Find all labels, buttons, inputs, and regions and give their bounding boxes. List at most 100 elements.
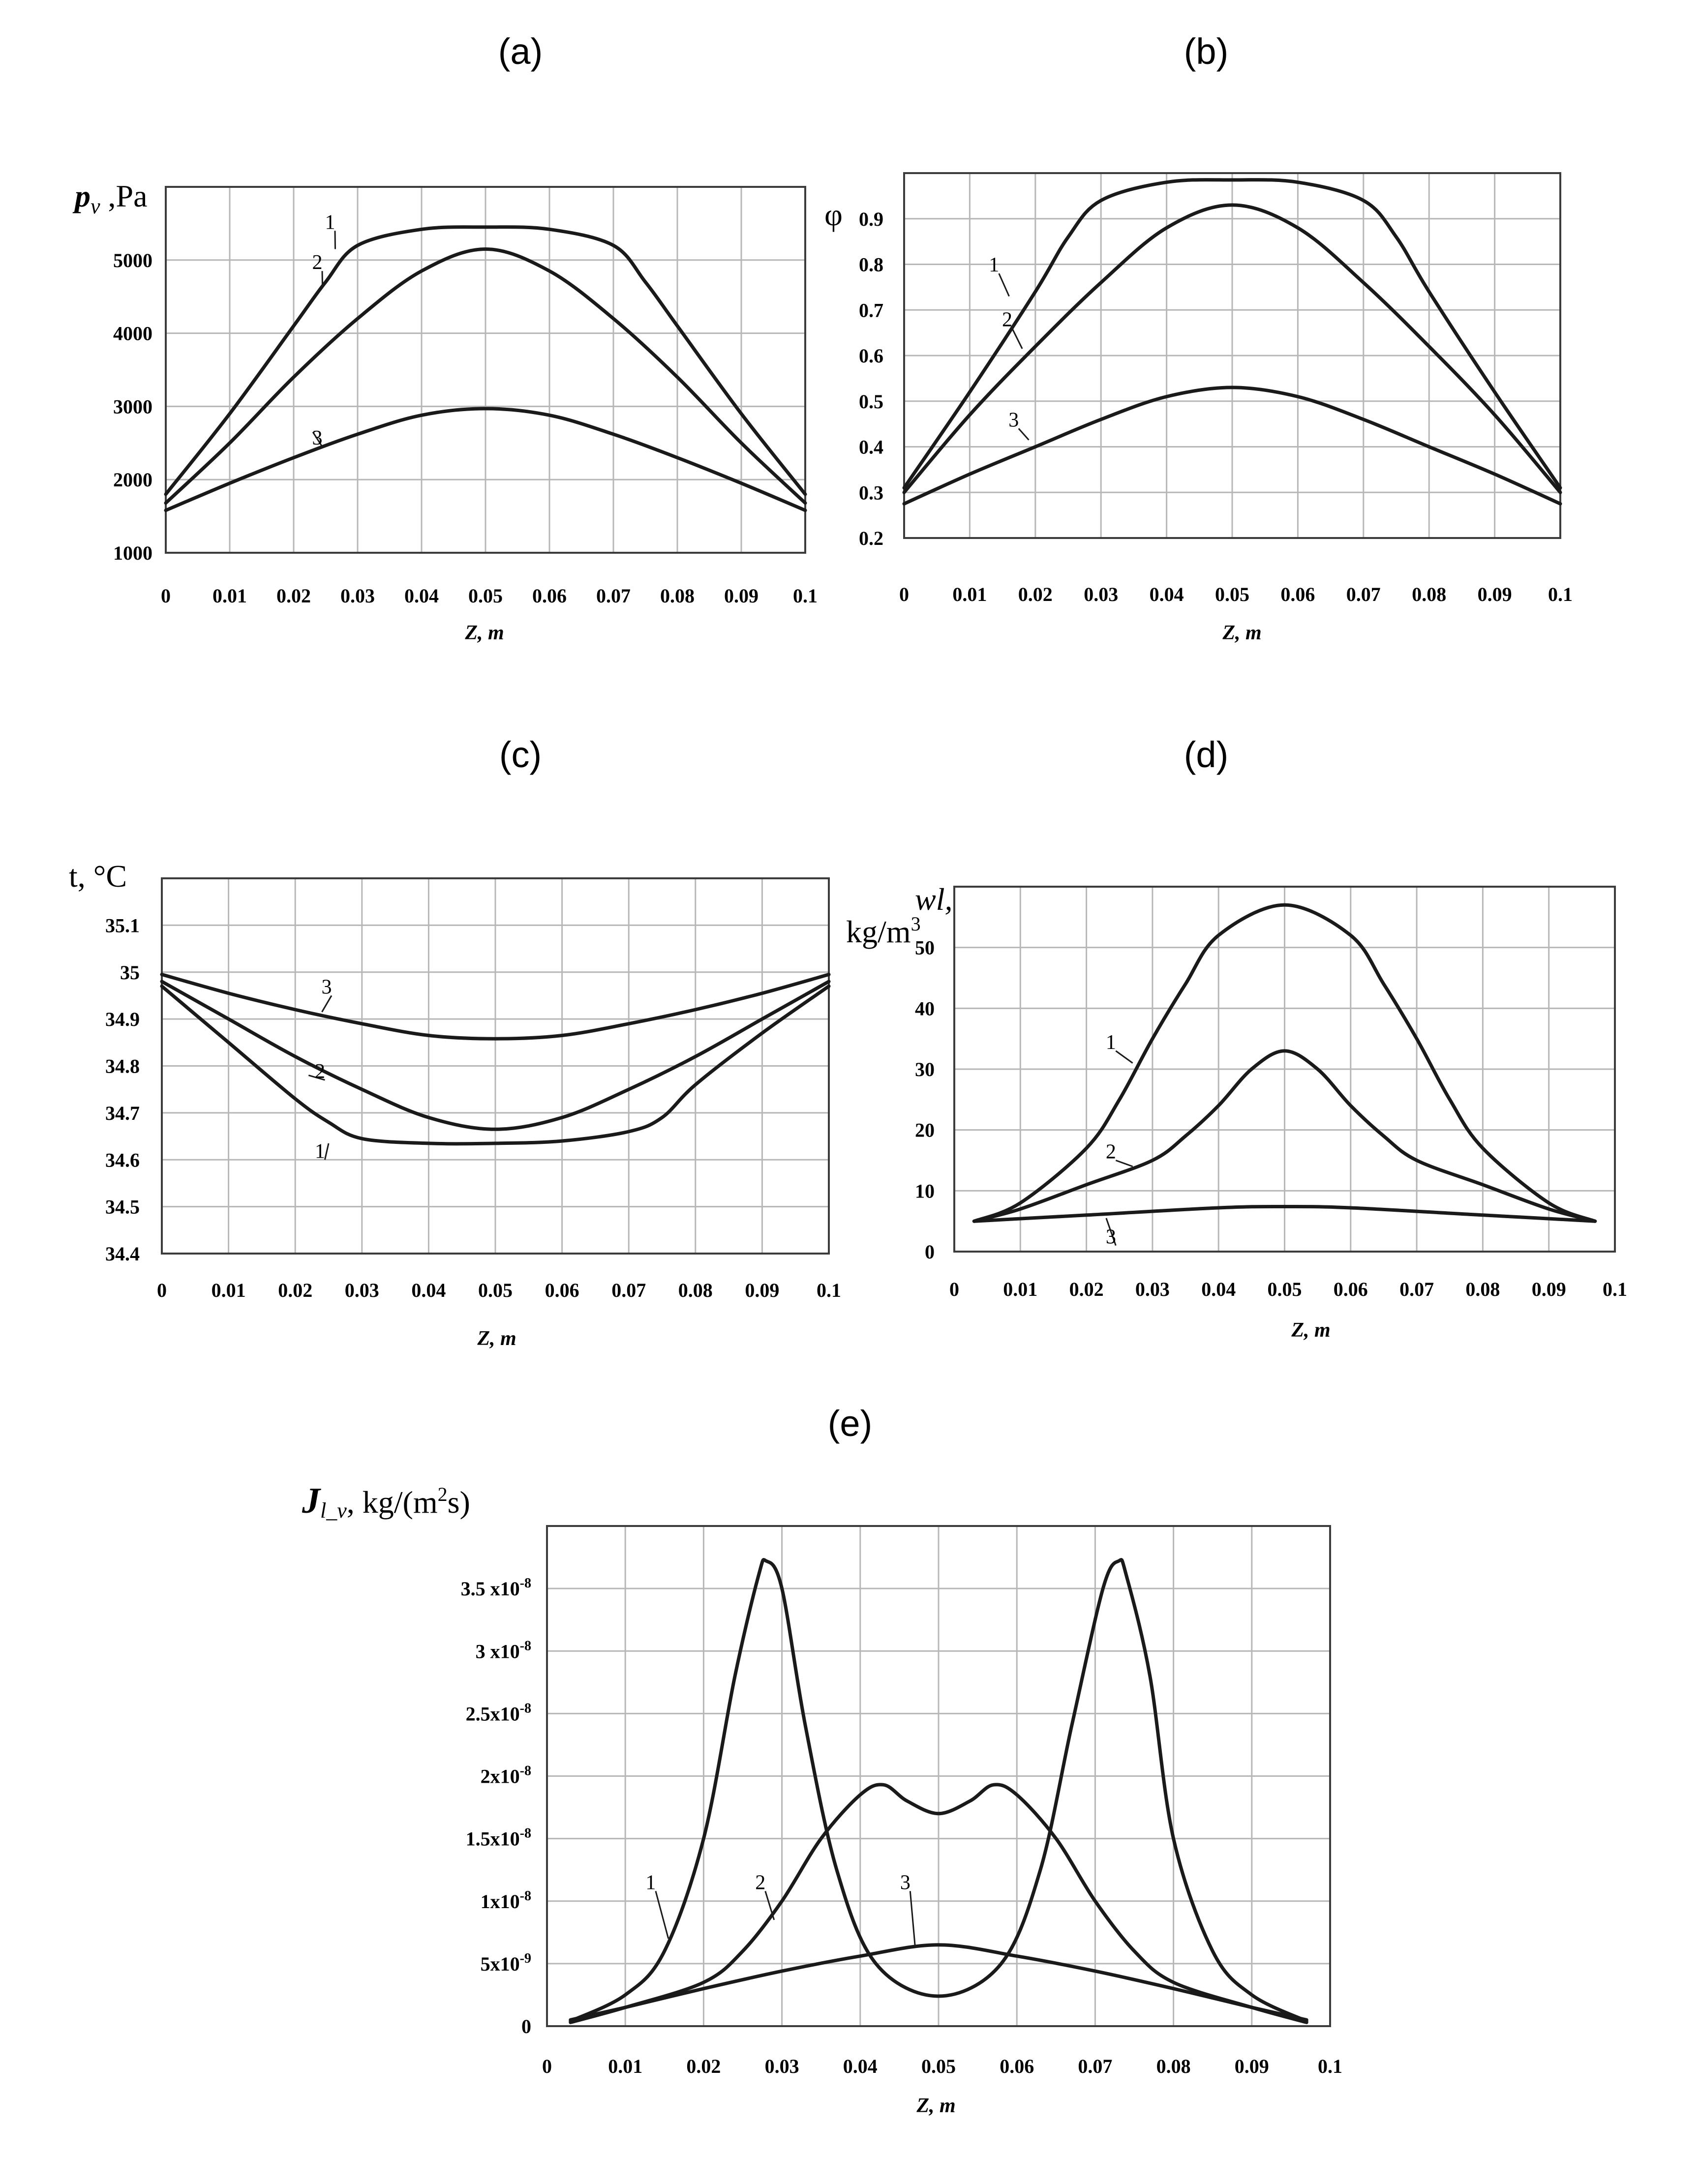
x-tick-label: 0 bbox=[161, 585, 171, 607]
curve-number-label: 1 bbox=[315, 1140, 325, 1163]
y-axis-label: pv ,Pa bbox=[72, 179, 148, 218]
curve-leader-line bbox=[308, 1075, 325, 1081]
y-tick-label: 34.7 bbox=[105, 1102, 140, 1124]
x-tick-label: 0.06 bbox=[532, 585, 567, 607]
x-tick-label: 0 bbox=[157, 1279, 167, 1301]
series-line-2 bbox=[164, 247, 807, 505]
x-tick-label: 0.02 bbox=[1018, 583, 1053, 605]
curve-leader-line bbox=[909, 1891, 916, 1946]
series-line-3 bbox=[164, 407, 807, 512]
x-axis-label: Z, m bbox=[477, 1327, 516, 1350]
curve-leader-line bbox=[1115, 1160, 1133, 1167]
x-tick-label: 0.07 bbox=[1346, 583, 1381, 605]
x-tick-label: 0.03 bbox=[345, 1279, 379, 1301]
curve-leader-line bbox=[1115, 1050, 1133, 1064]
y-tick-label: 10 bbox=[915, 1180, 935, 1202]
x-axis-label: Z, m bbox=[916, 2094, 955, 2117]
y-tick-label: 0.9 bbox=[859, 208, 883, 230]
series-line-1 bbox=[902, 178, 1562, 490]
y-axis-label: t, °C bbox=[69, 859, 127, 894]
y-tick-label: 4000 bbox=[113, 323, 152, 345]
y-tick-label: 0 bbox=[521, 2015, 531, 2037]
chart-a-vapor-pressure: (a) 0 0.01 0.02 0.03 0.04 0.05 0.06 0.07 0.08 0.09… bbox=[72, 31, 818, 644]
x-tick-label: 0.06 bbox=[545, 1279, 579, 1301]
y-tick-label: 0.6 bbox=[859, 345, 883, 367]
x-tick-label: 0.09 bbox=[1235, 2055, 1269, 2077]
plot-frame bbox=[953, 886, 1616, 1253]
y-tick-label: 50 bbox=[915, 937, 935, 959]
curve-leader-line bbox=[321, 995, 333, 1013]
x-tick-label: 0.01 bbox=[212, 1279, 246, 1301]
curve-number-label: 3 bbox=[900, 1871, 911, 1894]
series-line-2 bbox=[902, 203, 1562, 494]
y-tick-label: 3000 bbox=[113, 395, 152, 418]
series-line-3 bbox=[902, 386, 1562, 506]
curve-leader-line bbox=[312, 431, 323, 448]
series-line-2 bbox=[569, 1783, 1308, 2024]
chart-b-relative-humidity: (b) 0 0.01 0.02 0.03 0.04 0.05 0.06 0.07 0.08 0.09… bbox=[824, 31, 1573, 644]
x-tick-label: 0.03 bbox=[1135, 1278, 1170, 1300]
x-tick-label: 0.05 bbox=[468, 585, 503, 607]
chart-d-liquid-content: (d) 0 0.01 0.02 0.03 0.04 0.05 0.06 0.07 0.08 0.09… bbox=[846, 734, 1627, 1342]
x-tick-label: 0.04 bbox=[1201, 1278, 1236, 1300]
x-tick-label: 0.07 bbox=[611, 1279, 646, 1301]
y-tick-label: 0.2 bbox=[859, 527, 883, 549]
y-tick-label: 30 bbox=[915, 1058, 935, 1080]
x-tick-label: 0.05 bbox=[478, 1279, 513, 1301]
x-axis-label: Z, m bbox=[464, 622, 504, 644]
x-tick-label: 0.01 bbox=[212, 585, 247, 607]
curve-number-label: 2 bbox=[312, 251, 323, 274]
x-tick-label: 0.09 bbox=[1478, 583, 1512, 605]
y-tick-label: 0.5 bbox=[859, 390, 883, 413]
plot-frame bbox=[165, 186, 806, 554]
x-tick-label: 0 bbox=[542, 2055, 552, 2077]
curve-leader-line bbox=[1018, 428, 1030, 441]
x-tick-label: 0.07 bbox=[1399, 1278, 1434, 1300]
x-tick-label: 0.01 bbox=[1003, 1278, 1037, 1300]
x-tick-label: 0.02 bbox=[686, 2055, 721, 2077]
y-tick-label: 0.8 bbox=[859, 254, 883, 276]
x-tick-label: 0.1 bbox=[1318, 2055, 1342, 2077]
y-tick-label: 35.1 bbox=[105, 914, 140, 936]
x-tick-label: 0.02 bbox=[1069, 1278, 1104, 1300]
y-tick-label: 5x10-9 bbox=[481, 1951, 531, 1975]
x-tick-label: 0 bbox=[899, 583, 909, 605]
x-tick-label: 0.09 bbox=[1532, 1278, 1566, 1300]
chart-e-evaporation-flux: (e) 0 0.01 0.02 0.03 0.04 0.05 0.06 0.07 0.08 0.09… bbox=[302, 1403, 1342, 2117]
series-line-1 bbox=[160, 984, 831, 1146]
x-tick-label: 0.04 bbox=[843, 2055, 878, 2077]
x-tick-label: 0 bbox=[949, 1278, 959, 1300]
y-tick-label: 35 bbox=[120, 961, 140, 984]
series-line-1 bbox=[164, 225, 807, 496]
x-tick-label: 0.03 bbox=[340, 585, 375, 607]
x-tick-label: 0.1 bbox=[1548, 583, 1573, 605]
x-tick-label: 0.06 bbox=[1000, 2055, 1034, 2077]
curve-number-label: 2 bbox=[1002, 308, 1012, 331]
y-tick-label: 34.6 bbox=[105, 1149, 140, 1171]
curve-number-label: 2 bbox=[755, 1871, 765, 1894]
curve-number-label: 3 bbox=[322, 976, 332, 998]
curve-leader-line bbox=[1105, 1218, 1117, 1246]
plot-frame bbox=[546, 1525, 1331, 2027]
x-tick-label: 0.1 bbox=[817, 1279, 841, 1301]
panel-label-a: (a) bbox=[498, 31, 543, 72]
curve-leader-line bbox=[655, 1891, 669, 1939]
series-line-2 bbox=[160, 980, 831, 1131]
panel-label-c: (c) bbox=[499, 734, 542, 775]
x-tick-label: 0.05 bbox=[1215, 583, 1249, 605]
x-tick-label: 0.05 bbox=[1268, 1278, 1302, 1300]
plot-frame bbox=[161, 877, 830, 1255]
x-tick-label: 0.1 bbox=[1603, 1278, 1627, 1300]
panel-label-b: (b) bbox=[1184, 31, 1228, 72]
y-tick-label: 34.8 bbox=[105, 1055, 140, 1077]
x-tick-label: 0.08 bbox=[1465, 1278, 1500, 1300]
x-tick-label: 0.05 bbox=[921, 2055, 956, 2077]
series-line-2 bbox=[972, 1049, 1597, 1223]
series-line-1 bbox=[972, 903, 1597, 1223]
x-tick-label: 0.03 bbox=[1084, 583, 1118, 605]
y-tick-label: 3 x10-8 bbox=[476, 1638, 531, 1662]
curve-leader-line bbox=[321, 271, 323, 286]
x-tick-label: 0.04 bbox=[1150, 583, 1184, 605]
x-tick-label: 0.06 bbox=[1280, 583, 1315, 605]
y-tick-label: 3.5 x10-8 bbox=[461, 1576, 531, 1600]
